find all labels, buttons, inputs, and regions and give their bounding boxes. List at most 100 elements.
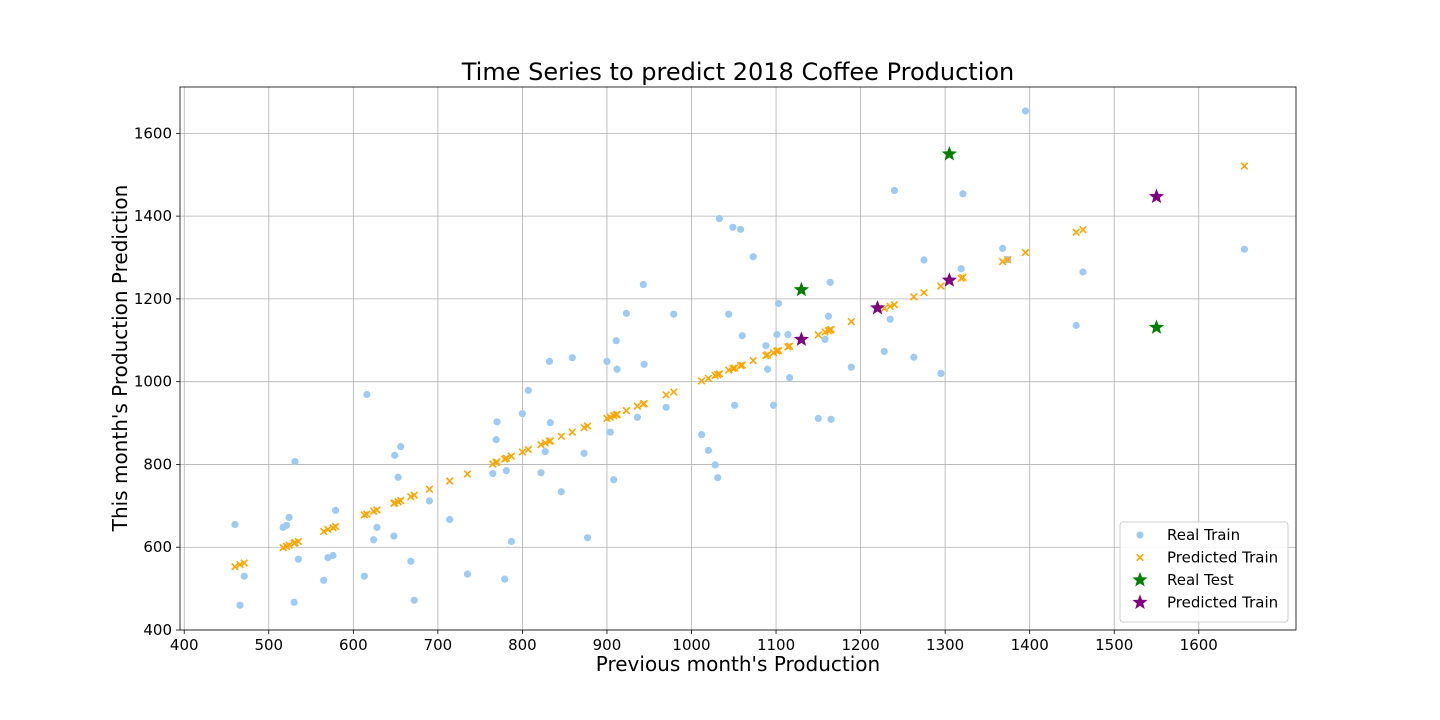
data-point (557, 432, 566, 441)
data-point (724, 366, 733, 374)
legend-marker (1132, 594, 1148, 609)
data-point (773, 347, 781, 355)
data-point (793, 331, 810, 346)
data-point (446, 515, 454, 524)
data-point (847, 363, 855, 371)
data-point (445, 477, 454, 485)
data-point (670, 310, 678, 318)
legend-label: Predicted Train (1167, 594, 1278, 612)
data-point (890, 186, 899, 195)
data-point (633, 413, 641, 421)
data-point (821, 335, 829, 344)
data-point (880, 347, 888, 356)
x-tick-label: 1000 (672, 636, 710, 654)
x-tick-label: 1300 (926, 636, 964, 654)
data-point (814, 331, 823, 339)
legend-item: Real Test (1132, 571, 1234, 589)
data-point (546, 436, 555, 445)
x-tick-label: 1500 (1095, 636, 1133, 654)
data-point (568, 354, 576, 362)
data-point (507, 452, 516, 461)
data-point (959, 190, 967, 198)
data-point (546, 419, 554, 427)
data-point (610, 476, 618, 484)
data-point (489, 469, 497, 478)
legend-item: Real Train (1136, 526, 1240, 544)
data-point (633, 402, 642, 410)
data-point (501, 575, 509, 583)
axes-frame (179, 86, 1297, 631)
data-point (1003, 255, 1012, 264)
series-3 (793, 188, 1165, 346)
data-point (697, 376, 706, 385)
data-point (886, 315, 894, 323)
data-point (715, 369, 724, 378)
data-point (698, 431, 706, 439)
data-point (1148, 319, 1165, 334)
data-point (537, 440, 545, 449)
data-point (537, 469, 545, 477)
data-point (998, 257, 1007, 266)
chart-title: Time Series to predict 2018 Coffee Produ… (461, 58, 1015, 86)
data-point (920, 256, 928, 264)
y-tick-label: 1000 (134, 373, 172, 391)
x-tick-label: 1100 (757, 636, 795, 654)
data-point (909, 292, 918, 301)
data-point (1079, 225, 1087, 234)
legend-marker (1132, 572, 1148, 587)
data-point (524, 386, 532, 394)
data-point (613, 410, 621, 419)
data-point (941, 146, 957, 161)
data-point (557, 488, 565, 496)
data-point (463, 570, 472, 578)
data-point (738, 332, 746, 340)
data-point (937, 282, 945, 290)
data-point (785, 373, 794, 382)
data-point (524, 445, 533, 454)
axis-ticks: 400 500 600 700 800 900 1000 1100 1200 1300 1400 15… (134, 124, 1218, 654)
data-point (580, 449, 588, 457)
data-point (425, 497, 434, 505)
data-point (640, 360, 648, 368)
x-tick-label: 600 (339, 636, 368, 654)
x-tick-label: 1600 (1180, 636, 1218, 654)
data-point (662, 391, 671, 399)
legend-box (1119, 521, 1289, 623)
data-point (502, 454, 511, 463)
data-point (730, 364, 739, 372)
data-point (493, 458, 501, 466)
data-point (568, 428, 577, 437)
data-point (711, 461, 719, 469)
data-point (407, 557, 415, 565)
data-point (937, 369, 945, 377)
data-point (410, 596, 418, 604)
data-point (541, 448, 549, 456)
data-point (329, 551, 337, 560)
data-point (1148, 188, 1165, 204)
data-point (492, 436, 500, 444)
data-point (518, 409, 527, 418)
data-point (370, 536, 378, 544)
data-point (391, 451, 399, 459)
data-point (603, 357, 611, 365)
data-point (231, 520, 239, 529)
data-point (774, 346, 783, 355)
data-point (294, 555, 302, 563)
x-tick-label: 500 (254, 636, 283, 654)
data-point (410, 491, 419, 499)
plot-background (180, 87, 1296, 630)
data-point (731, 401, 739, 409)
data-point (294, 537, 303, 546)
axes-border (179, 86, 1297, 631)
series-1 (231, 162, 1249, 571)
data-point (236, 601, 244, 609)
data-point (640, 399, 649, 408)
data-point (785, 342, 794, 350)
data-point (363, 390, 371, 399)
data-point (290, 598, 298, 606)
plot-area (180, 87, 1296, 630)
data-point (291, 457, 299, 466)
data-point (774, 299, 783, 308)
data-point (285, 513, 293, 522)
